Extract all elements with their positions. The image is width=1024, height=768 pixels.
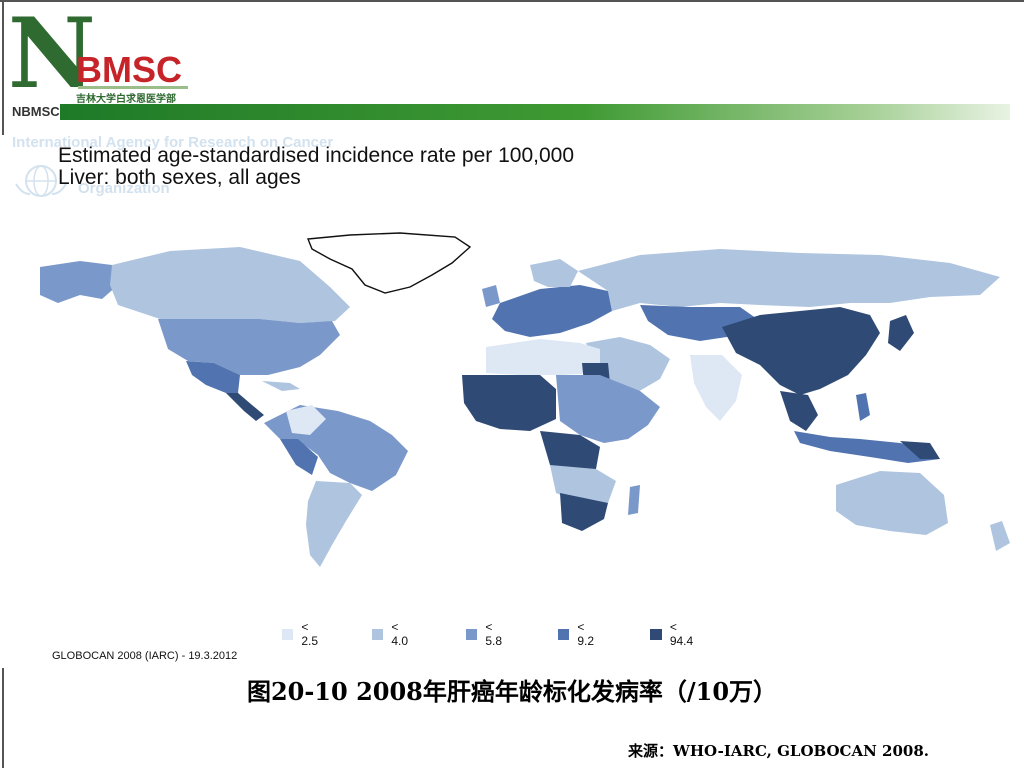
region-mexico	[186, 361, 240, 393]
region-west-africa	[462, 375, 556, 431]
top-border	[0, 0, 1024, 2]
legend-label: < 5.8	[485, 620, 502, 648]
region-south-africa	[560, 493, 608, 531]
logo-subtitle: 吉林大学白求恩医学部	[76, 94, 176, 105]
region-canada	[110, 247, 350, 323]
logo-letter: N	[8, 0, 96, 110]
region-india	[690, 355, 742, 421]
legend-label: < 4.0	[391, 620, 408, 648]
legend-label: < 9.2	[577, 620, 594, 648]
region-southern-africa-mid	[550, 465, 616, 503]
region-central-america	[226, 393, 264, 421]
map-subtitle: Liver: both sexes, all ages	[58, 166, 301, 189]
region-east-africa	[556, 375, 660, 443]
left-border-top	[2, 0, 4, 135]
region-madagascar	[628, 485, 640, 515]
region-central-africa	[540, 431, 600, 475]
figure-caption: 图20-10 2008年肝癌年龄标化发病率（/10万）	[246, 677, 778, 706]
region-philippines	[856, 393, 870, 421]
logo-short-name: NBMSC	[12, 104, 60, 119]
region-alaska	[40, 261, 118, 303]
map-title: Estimated age-standardised incidence rat…	[58, 144, 574, 167]
map-source-note: GLOBOCAN 2008 (IARC) - 19.3.2012	[52, 650, 238, 662]
legend-swatch	[372, 628, 384, 640]
logo-underline	[78, 86, 188, 89]
region-europe	[492, 285, 612, 337]
legend-swatch	[650, 628, 662, 640]
region-japan	[888, 315, 914, 351]
legend-item: < 4.0	[372, 620, 412, 648]
region-usa	[158, 319, 340, 375]
region-southeast-asia	[780, 391, 818, 431]
region-uk	[482, 285, 500, 307]
logo-name: BMSC	[76, 49, 182, 90]
region-south-america-south	[306, 481, 362, 567]
legend-label: < 2.5	[301, 620, 318, 648]
world-map	[40, 232, 1010, 567]
region-caribbean	[262, 381, 300, 391]
region-indonesia	[794, 431, 940, 463]
legend-item: < 2.5	[282, 620, 322, 648]
bmsc-logo: N BMSC 吉林大学白求恩医学部 NBMSC	[8, 0, 198, 119]
legend-label: < 94.4	[669, 620, 694, 648]
iarc-watermark: International Agency for Research on Can…	[12, 134, 334, 151]
region-new-zealand	[990, 521, 1010, 551]
region-north-africa	[486, 339, 600, 375]
source-citation: 来源：WHO-IARC, GLOBOCAN 2008.	[628, 742, 930, 760]
legend-item: < 9.2	[558, 620, 598, 648]
region-scandinavia	[530, 259, 578, 287]
region-colombia	[286, 405, 326, 435]
legend-item: < 5.8	[466, 620, 506, 648]
region-china	[722, 307, 880, 395]
header-green-bar	[60, 104, 1010, 120]
region-peru	[280, 439, 318, 475]
legend-swatch	[466, 628, 478, 640]
legend-swatch	[282, 628, 294, 640]
who-globe-icon	[15, 165, 67, 197]
left-border-bottom	[2, 668, 4, 768]
region-papua-new-guinea	[900, 441, 940, 459]
who-watermark: Organization	[78, 180, 170, 197]
region-greenland	[307, 232, 472, 294]
map-panel: International Agency for Research on Can…	[0, 130, 1024, 665]
region-russia	[578, 249, 1000, 311]
legend-swatch	[558, 628, 570, 640]
legend-item: < 94.4	[650, 620, 696, 648]
region-australia	[836, 471, 948, 535]
